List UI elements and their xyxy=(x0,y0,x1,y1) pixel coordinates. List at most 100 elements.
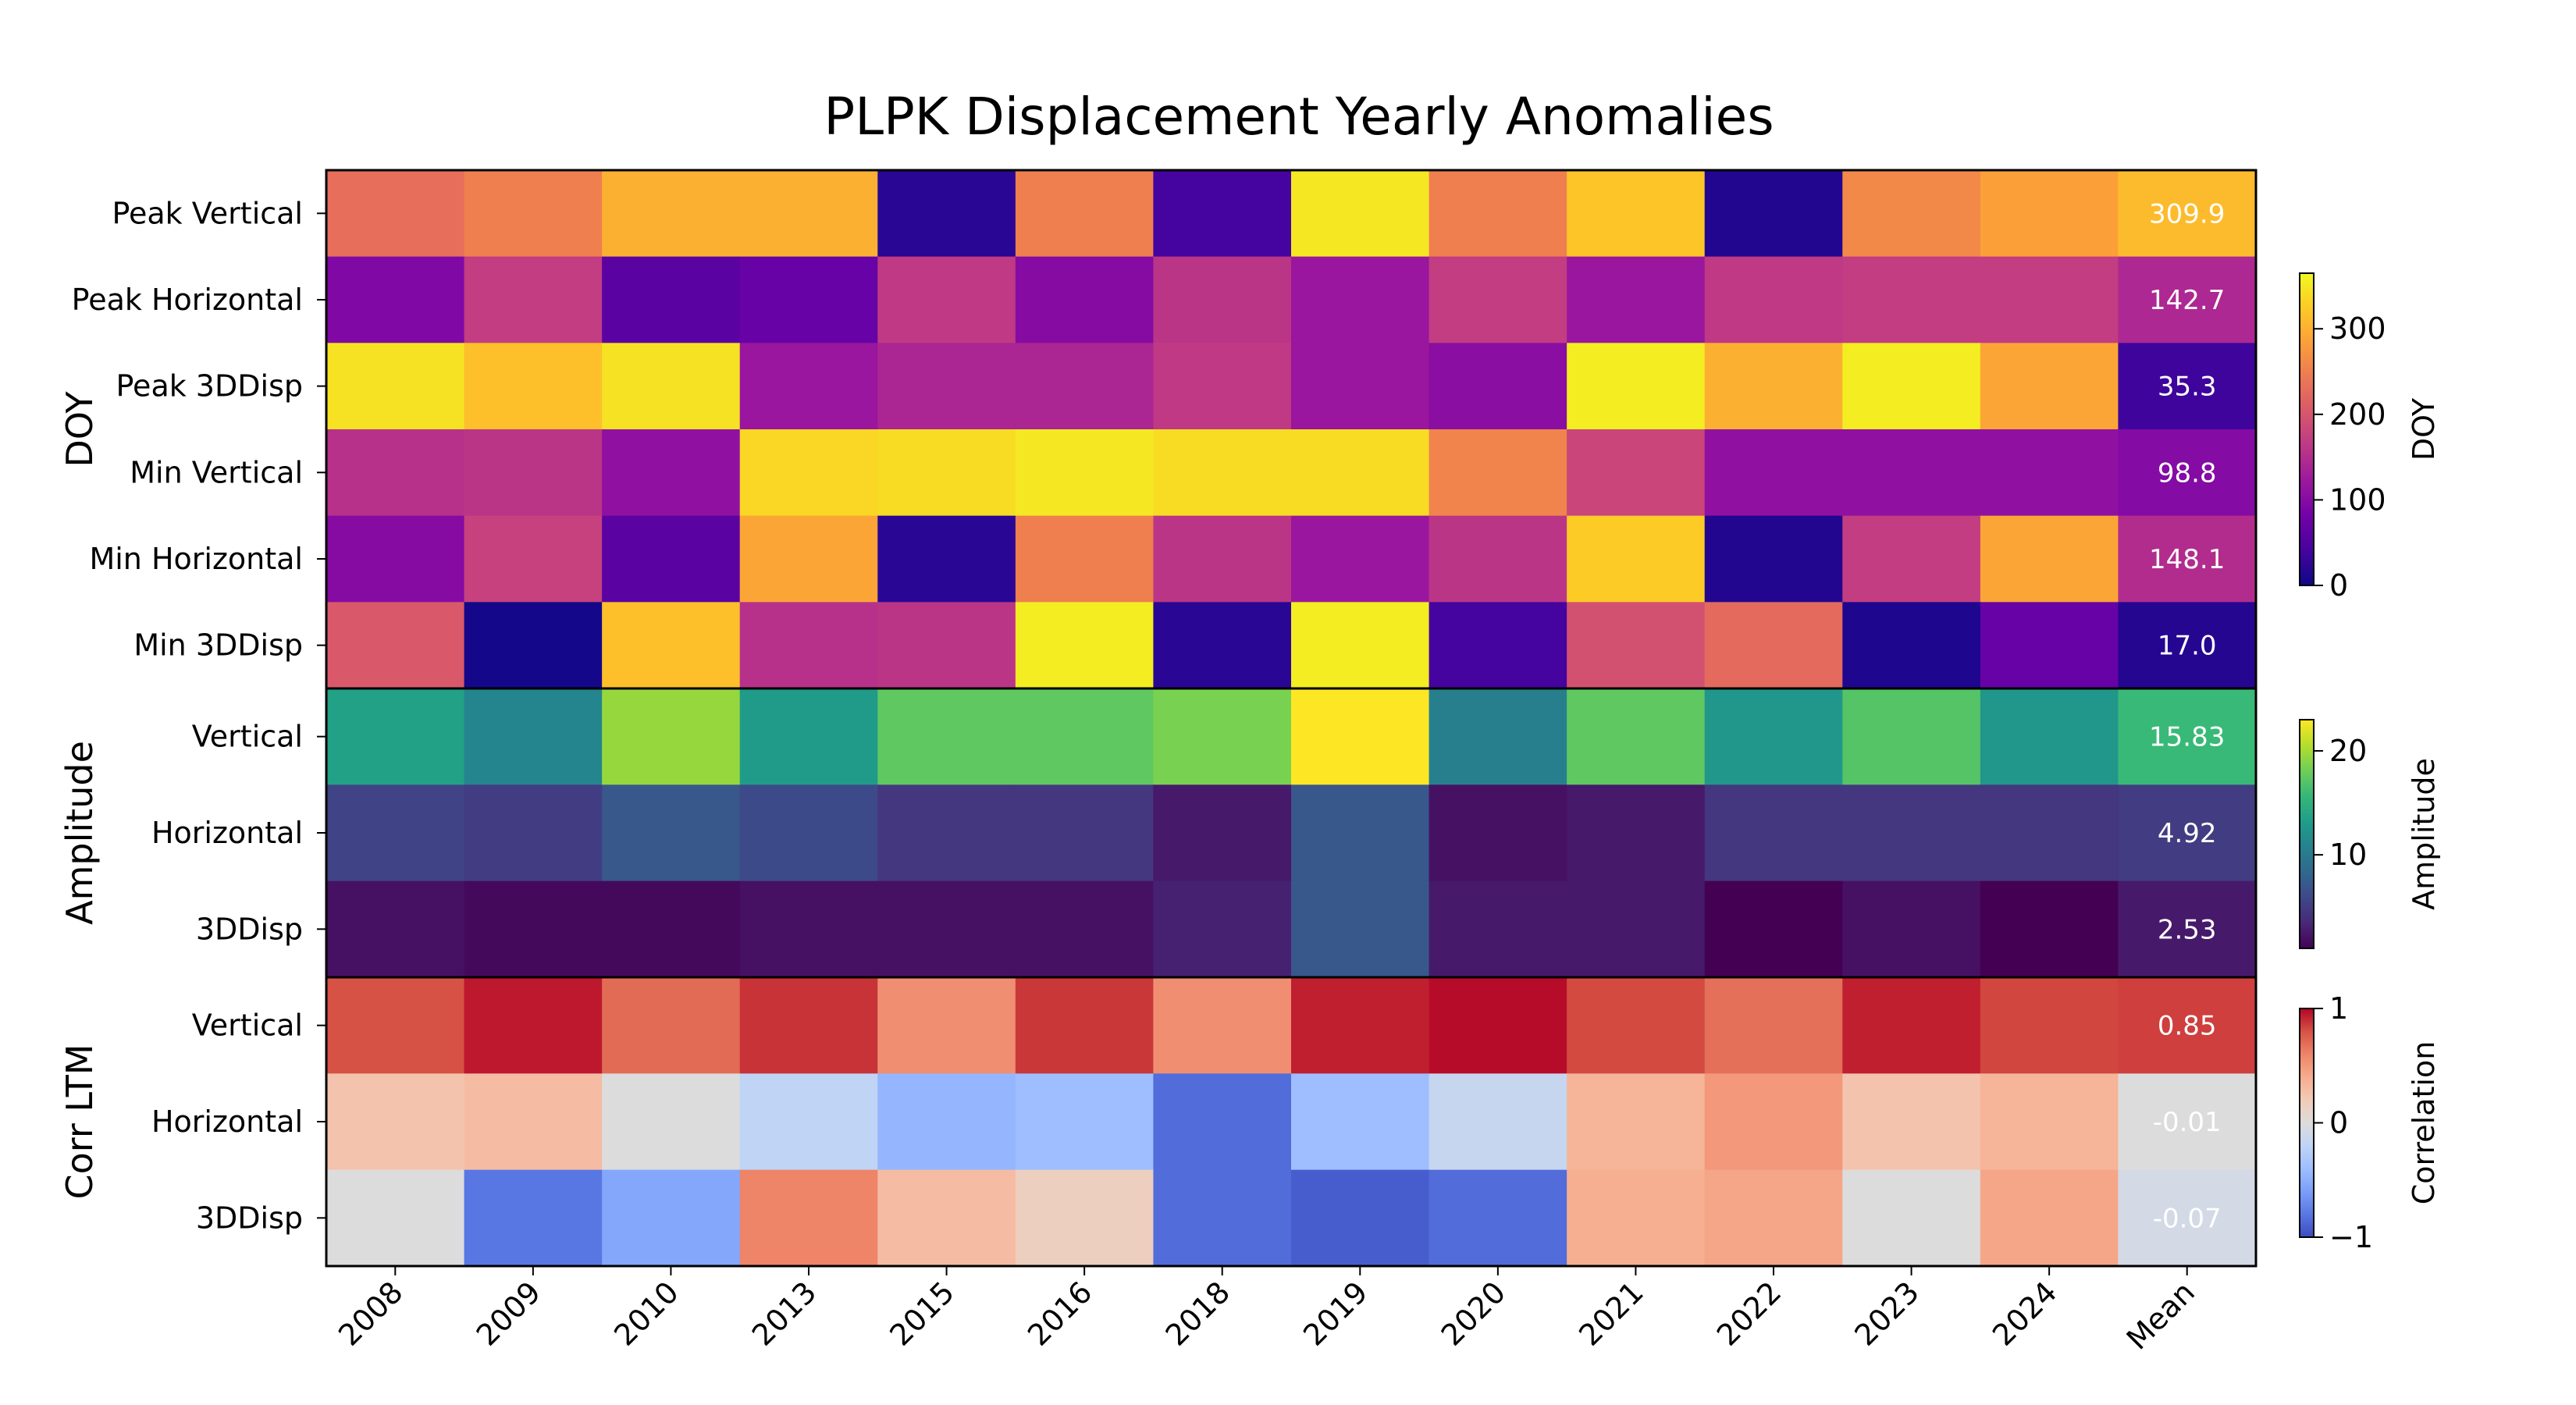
cell-doy-peak-horizontal-2008 xyxy=(326,256,465,343)
mean-label-doy-min-horizontal: 148.1 xyxy=(2149,544,2225,575)
cell-doy-peak-3ddisp-2024 xyxy=(1980,343,2119,430)
cell-corr-ltm-vertical-2023 xyxy=(1842,977,1981,1074)
cell-amplitude-horizontal-2024 xyxy=(1980,784,2119,882)
cell-doy-peak-3ddisp-2021 xyxy=(1567,343,1706,430)
row-label-corr-ltm-horizontal: Horizontal xyxy=(151,1104,303,1139)
cell-amplitude-vertical-2009 xyxy=(464,688,603,785)
cell-amplitude-3ddisp-2021 xyxy=(1567,880,1706,978)
cell-amplitude-vertical-2015 xyxy=(877,688,1016,785)
cell-doy-min-3ddisp-2023 xyxy=(1842,602,1981,689)
chart-title: PLPK Displacement Yearly Anomalies xyxy=(824,87,1774,147)
cell-doy-peak-3ddisp-2013 xyxy=(739,343,878,430)
cell-doy-min-vertical-2023 xyxy=(1842,429,1981,517)
row-label-doy-peak-horizontal: Peak Horizontal xyxy=(72,283,303,317)
cell-corr-ltm-3ddisp-2013 xyxy=(739,1169,878,1267)
colorbar-tick-label-corr-ltm: 1 xyxy=(2329,991,2348,1026)
mean-label-amplitude-horizontal: 4.92 xyxy=(2158,818,2217,849)
cell-doy-min-vertical-2016 xyxy=(1015,429,1155,517)
cell-doy-min-vertical-2021 xyxy=(1567,429,1706,517)
row-label-amplitude-3ddisp: 3DDisp xyxy=(196,912,303,946)
cell-amplitude-vertical-2024 xyxy=(1980,688,2119,785)
x-tick-label-2013: 2013 xyxy=(745,1275,824,1353)
cell-corr-ltm-horizontal-2016 xyxy=(1015,1073,1155,1171)
cell-doy-peak-horizontal-2023 xyxy=(1842,256,1981,343)
cell-doy-min-horizontal-2008 xyxy=(326,515,465,603)
x-tick-label-2010: 2010 xyxy=(607,1275,685,1353)
cell-amplitude-vertical-2023 xyxy=(1842,688,1981,785)
cell-doy-min-3ddisp-2016 xyxy=(1015,602,1155,689)
cell-amplitude-horizontal-2022 xyxy=(1704,784,1843,882)
cell-doy-min-3ddisp-2022 xyxy=(1704,602,1843,689)
colorbar-tick-label-doy: 0 xyxy=(2329,568,2348,603)
cell-doy-peak-3ddisp-2019 xyxy=(1291,343,1430,430)
cell-amplitude-3ddisp-mean xyxy=(2118,880,2257,978)
cell-corr-ltm-horizontal-mean xyxy=(2118,1073,2257,1171)
cell-doy-min-3ddisp-2018 xyxy=(1153,602,1292,689)
cell-corr-ltm-3ddisp-2024 xyxy=(1980,1169,2119,1267)
x-tick-label-mean: Mean xyxy=(2120,1275,2201,1356)
row-label-amplitude-vertical: Vertical xyxy=(192,720,303,754)
cell-amplitude-horizontal-mean xyxy=(2118,784,2257,882)
cell-doy-min-horizontal-2023 xyxy=(1842,515,1981,603)
cell-amplitude-vertical-2022 xyxy=(1704,688,1843,785)
cell-amplitude-horizontal-2013 xyxy=(739,784,878,882)
cell-doy-min-3ddisp-2013 xyxy=(739,602,878,689)
cell-doy-min-horizontal-2018 xyxy=(1153,515,1292,603)
cell-corr-ltm-horizontal-2023 xyxy=(1842,1073,1981,1171)
cell-amplitude-3ddisp-2024 xyxy=(1980,880,2119,978)
row-label-corr-ltm-3ddisp: 3DDisp xyxy=(196,1200,303,1235)
cell-doy-min-horizontal-2020 xyxy=(1429,515,1567,603)
cell-doy-min-vertical-2009 xyxy=(464,429,603,517)
cell-doy-peak-vertical-2023 xyxy=(1842,170,1981,258)
cell-doy-min-vertical-2015 xyxy=(877,429,1016,517)
cell-doy-peak-horizontal-2010 xyxy=(602,256,741,343)
mean-label-doy-peak-horizontal: 142.7 xyxy=(2149,285,2225,316)
cell-doy-peak-horizontal-mean xyxy=(2118,256,2257,343)
cell-corr-ltm-horizontal-2009 xyxy=(464,1073,603,1171)
cell-doy-min-horizontal-2013 xyxy=(739,515,878,603)
cell-corr-ltm-3ddisp-2009 xyxy=(464,1169,603,1267)
colorbar-label-amplitude: Amplitude xyxy=(2407,758,2441,910)
colorbar-doy xyxy=(2299,272,2314,586)
cell-doy-peak-vertical-2013 xyxy=(739,170,878,258)
cell-doy-peak-horizontal-2019 xyxy=(1291,256,1430,343)
cell-doy-peak-vertical-2020 xyxy=(1429,170,1567,258)
cell-doy-min-horizontal-2016 xyxy=(1015,515,1155,603)
cell-amplitude-3ddisp-2013 xyxy=(739,880,878,978)
cell-corr-ltm-horizontal-2022 xyxy=(1704,1073,1843,1171)
cell-amplitude-horizontal-2010 xyxy=(602,784,741,882)
row-label-doy-peak-vertical: Peak Vertical xyxy=(112,196,303,230)
cell-doy-peak-3ddisp-2015 xyxy=(877,343,1016,430)
x-tick-label-2021: 2021 xyxy=(1572,1275,1650,1353)
cell-doy-min-vertical-2022 xyxy=(1704,429,1843,517)
cell-corr-ltm-vertical-2018 xyxy=(1153,977,1292,1074)
heatmap-cells xyxy=(326,170,2257,1267)
x-tick-label-2015: 2015 xyxy=(883,1275,961,1353)
cell-doy-peak-vertical-2019 xyxy=(1291,170,1430,258)
cell-amplitude-3ddisp-2010 xyxy=(602,880,741,978)
cell-corr-ltm-vertical-2015 xyxy=(877,977,1016,1074)
cell-amplitude-vertical-2013 xyxy=(739,688,878,785)
cell-corr-ltm-horizontal-2013 xyxy=(739,1073,878,1171)
cell-amplitude-3ddisp-2019 xyxy=(1291,880,1430,978)
cell-doy-min-horizontal-2009 xyxy=(464,515,603,603)
cell-doy-min-3ddisp-2009 xyxy=(464,602,603,689)
row-label-doy-min-3ddisp: Min 3DDisp xyxy=(133,628,303,663)
cell-doy-peak-horizontal-2021 xyxy=(1567,256,1706,343)
cell-amplitude-horizontal-2020 xyxy=(1429,784,1567,882)
cell-doy-min-horizontal-mean xyxy=(2118,515,2257,603)
cell-doy-peak-horizontal-2015 xyxy=(877,256,1016,343)
x-tick-label-2018: 2018 xyxy=(1159,1275,1237,1353)
colorbar-tick-label-corr-ltm: −1 xyxy=(2329,1220,2373,1254)
cell-amplitude-3ddisp-2008 xyxy=(326,880,465,978)
x-tick-label-2008: 2008 xyxy=(332,1275,410,1353)
cell-doy-peak-3ddisp-mean xyxy=(2118,343,2257,430)
cell-doy-peak-vertical-2022 xyxy=(1704,170,1843,258)
cell-doy-min-vertical-mean xyxy=(2118,429,2257,517)
mean-label-doy-peak-vertical: 309.9 xyxy=(2149,198,2225,229)
cell-corr-ltm-3ddisp-2008 xyxy=(326,1169,465,1267)
cell-amplitude-vertical-2019 xyxy=(1291,688,1430,785)
cell-doy-min-vertical-2010 xyxy=(602,429,741,517)
colorbar-label-doy: DOY xyxy=(2407,397,2441,461)
cell-corr-ltm-vertical-2016 xyxy=(1015,977,1155,1074)
